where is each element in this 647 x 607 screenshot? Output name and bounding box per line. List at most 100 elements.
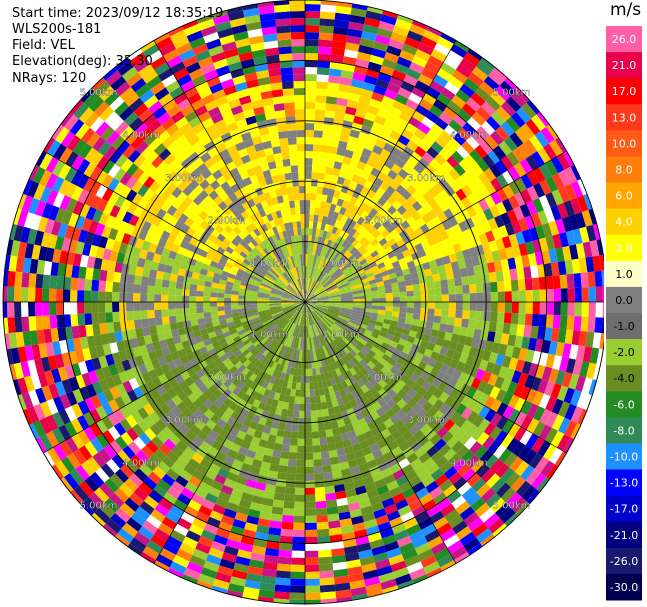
velocity-gate xyxy=(193,205,204,216)
velocity-gate xyxy=(230,442,241,453)
velocity-gate xyxy=(65,437,79,453)
velocity-gate xyxy=(269,376,276,385)
velocity-gate xyxy=(461,407,473,420)
velocity-gate xyxy=(245,225,254,234)
velocity-gate xyxy=(154,245,165,256)
velocity-gate xyxy=(301,242,305,255)
velocity-gate xyxy=(270,308,283,314)
velocity-gate xyxy=(305,302,313,312)
velocity-gate xyxy=(266,323,278,333)
velocity-gate xyxy=(271,174,280,184)
velocity-gate xyxy=(284,486,296,495)
velocity-gate xyxy=(489,426,503,441)
velocity-gate xyxy=(495,502,511,519)
velocity-gate xyxy=(73,102,89,119)
velocity-gate xyxy=(321,380,328,389)
velocity-gate xyxy=(106,322,115,334)
velocity-gate xyxy=(348,384,356,393)
velocity-gate xyxy=(545,396,558,412)
velocity-gate xyxy=(145,440,159,454)
velocity-gate xyxy=(441,160,454,173)
velocity-gate xyxy=(487,440,501,455)
velocity-gate xyxy=(103,201,115,215)
velocity-gate xyxy=(279,318,289,329)
velocity-gate xyxy=(379,527,395,539)
velocity-gate xyxy=(538,195,551,211)
velocity-gate xyxy=(316,305,329,310)
velocity-gate xyxy=(513,206,525,221)
velocity-gate xyxy=(515,88,530,103)
velocity-gate xyxy=(335,275,347,284)
velocity-gate xyxy=(356,216,365,226)
velocity-gate xyxy=(129,537,147,552)
velocity-gate xyxy=(161,294,169,302)
velocity-gate xyxy=(64,421,78,437)
velocity-gate xyxy=(139,500,155,515)
velocity-gate xyxy=(190,277,199,285)
velocity-gate xyxy=(268,243,275,252)
velocity-gate xyxy=(135,449,149,464)
velocity-gate xyxy=(231,286,240,292)
velocity-gate xyxy=(592,332,602,349)
velocity-gate xyxy=(364,291,372,296)
velocity-gate xyxy=(364,254,373,262)
velocity-gate xyxy=(274,363,281,372)
velocity-gate xyxy=(214,370,224,380)
velocity-gate xyxy=(399,351,409,360)
velocity-gate xyxy=(402,268,411,276)
velocity-gate xyxy=(310,349,315,362)
velocity-gate xyxy=(443,106,458,120)
velocity-gate xyxy=(224,334,233,342)
velocity-gate xyxy=(269,302,282,304)
velocity-gate xyxy=(178,213,189,224)
velocity-gate xyxy=(225,233,235,243)
velocity-gate xyxy=(353,115,365,126)
velocity-gate xyxy=(305,151,313,159)
velocity-gate xyxy=(427,308,435,316)
velocity-gate xyxy=(391,190,402,201)
velocity-gate xyxy=(300,214,305,222)
velocity-gate xyxy=(349,399,358,408)
velocity-gate xyxy=(175,281,184,290)
velocity-gate xyxy=(444,124,458,138)
velocity-gate xyxy=(114,57,130,71)
velocity-gate xyxy=(383,258,392,267)
velocity-gate xyxy=(250,346,258,355)
velocity-gate xyxy=(580,272,589,288)
velocity-gate xyxy=(379,444,391,456)
velocity-gate xyxy=(286,244,293,257)
velocity-gate xyxy=(514,127,530,144)
velocity-gate xyxy=(154,395,166,408)
velocity-gate xyxy=(123,111,139,126)
velocity-gate xyxy=(192,435,204,447)
velocity-gate xyxy=(427,394,439,406)
velocity-gate xyxy=(331,251,341,264)
velocity-gate xyxy=(248,319,262,327)
velocity-gate xyxy=(182,397,193,408)
velocity-gate xyxy=(564,183,577,201)
velocity-gate xyxy=(340,348,348,357)
velocity-gate xyxy=(338,191,347,201)
velocity-gate xyxy=(426,567,443,578)
velocity-gate xyxy=(361,147,373,158)
velocity-gate xyxy=(319,346,327,360)
velocity-gate xyxy=(328,449,338,459)
velocity-gate xyxy=(402,487,416,499)
velocity-gate xyxy=(311,281,319,292)
velocity-gate xyxy=(471,459,485,474)
velocity-gate xyxy=(442,237,453,248)
colorbar-tick-label: -10.0 xyxy=(610,451,638,464)
velocity-gate xyxy=(464,154,477,168)
velocity-gate xyxy=(548,368,560,384)
velocity-gate xyxy=(399,291,407,298)
velocity-gate xyxy=(277,556,292,565)
velocity-gate xyxy=(83,162,97,178)
velocity-gate xyxy=(281,299,294,302)
velocity-gate xyxy=(90,151,104,167)
velocity-gate xyxy=(230,105,244,116)
velocity-gate xyxy=(325,492,337,501)
velocity-gate xyxy=(399,49,415,62)
velocity-gate xyxy=(404,225,415,236)
velocity-gate xyxy=(34,230,45,246)
velocity-gate xyxy=(504,246,515,259)
